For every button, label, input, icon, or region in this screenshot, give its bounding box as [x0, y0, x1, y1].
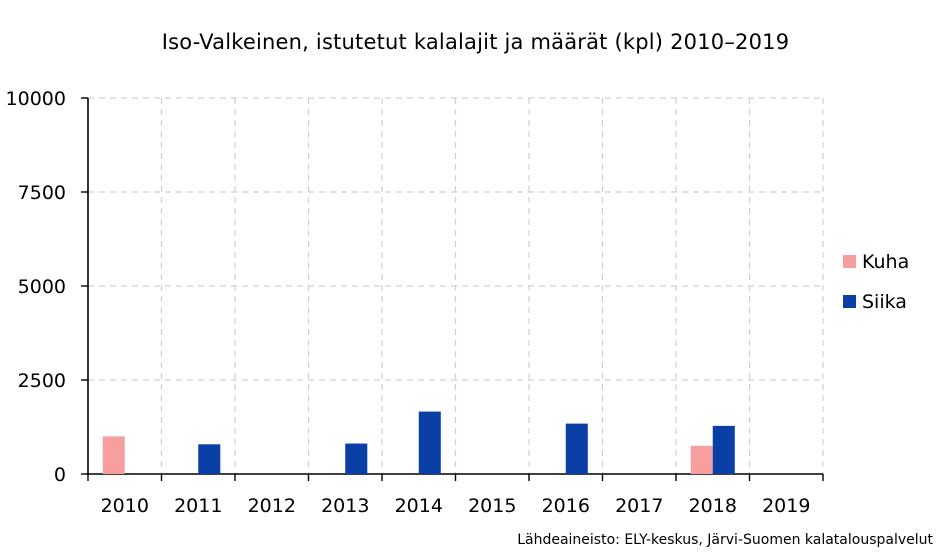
bar-siika-2011 [198, 444, 221, 474]
x-tick-label: 2017 [615, 495, 663, 517]
legend-swatch-siika [843, 295, 856, 308]
bar-siika-2016 [565, 423, 588, 474]
y-tick-label: 0 [54, 464, 66, 486]
bar-siika-2018 [712, 425, 735, 474]
axes [81, 97, 824, 481]
legend-label-siika: Siika [862, 290, 907, 313]
x-tick-label: 2019 [762, 495, 810, 517]
y-tick-label: 5000 [18, 276, 66, 298]
y-tick-label: 7500 [18, 182, 66, 204]
grid-lines [88, 97, 824, 474]
legend-label-kuha: Kuha [862, 250, 910, 273]
y-tick-label: 2500 [18, 370, 66, 392]
chart-title: Iso-Valkeinen, istutetut kalalajit ja mä… [161, 30, 790, 54]
bars [102, 411, 735, 474]
legend: Kuha Siika [843, 248, 909, 328]
x-tick-label: 2010 [101, 495, 149, 517]
legend-swatch-kuha [843, 255, 856, 268]
bar-kuha-2018 [690, 445, 713, 474]
x-tick-label: 2013 [321, 495, 369, 517]
x-tick-label: 2018 [689, 495, 737, 517]
x-tick-label: 2014 [395, 495, 443, 517]
source-note: Lähdeaineisto: ELY-keskus, Järvi-Suomen … [517, 532, 933, 548]
x-tick-label: 2016 [542, 495, 590, 517]
x-tick-label: 2012 [248, 495, 296, 517]
bar-siika-2013 [345, 443, 368, 474]
y-tick-label: 10000 [6, 88, 66, 110]
legend-item-siika: Siika [843, 288, 909, 315]
bar-kuha-2010 [102, 436, 125, 474]
bar-siika-2014 [418, 411, 441, 474]
x-tick-label: 2015 [468, 495, 516, 517]
x-tick-label: 2011 [174, 495, 222, 517]
tick-labels: 0 2500 5000 7500 10000 2010 2011 2012 2013 2014 20… [6, 88, 811, 517]
legend-item-kuha: Kuha [843, 248, 909, 275]
